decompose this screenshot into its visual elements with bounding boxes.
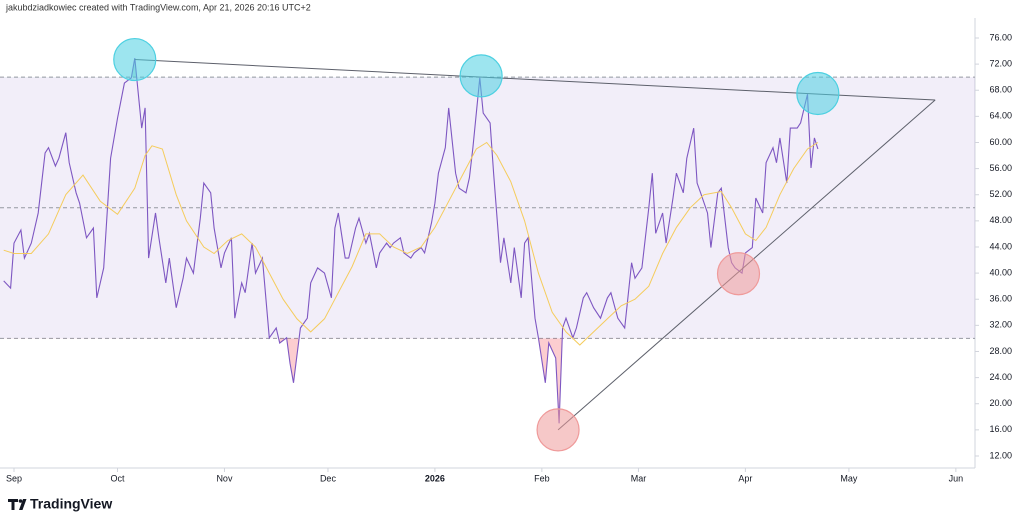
x-tick-label: May (840, 473, 858, 483)
header: jakubdziadkowiec created with TradingVie… (5, 2, 311, 12)
y-tick-label: 68.00 (989, 85, 1012, 95)
y-tick-label: 52.00 (989, 189, 1012, 199)
x-tick-label: Feb (534, 473, 550, 483)
rsi-ma-line (3, 141, 819, 346)
y-tick-label: 72.00 (989, 58, 1012, 68)
y-tick-label: 44.00 (989, 241, 1012, 251)
y-tick-label: 24.00 (989, 372, 1012, 382)
y-tick-label: 56.00 (989, 163, 1012, 173)
highlight-circle (536, 408, 580, 452)
highlight-circle (716, 252, 761, 296)
x-tick-label: Apr (738, 473, 752, 483)
y-tick-label: 48.00 (989, 215, 1012, 225)
x-tick-label: Oct (110, 473, 125, 483)
y-tick-label: 32.00 (989, 320, 1012, 330)
x-tick-label: 2026 (425, 473, 445, 483)
y-tick-label: 20.00 (989, 398, 1012, 408)
y-tick-label: 12.00 (989, 450, 1012, 460)
y-tick-label: 64.00 (989, 111, 1012, 121)
highlight-circle (113, 37, 157, 82)
logo: TradingView (8, 496, 112, 512)
highlight-circle (459, 54, 503, 98)
logo-mark (8, 499, 27, 510)
x-tick-label: Sep (6, 473, 22, 483)
y-tick-label: 16.00 (989, 424, 1012, 434)
x-tick-label: Jun (949, 473, 964, 483)
x-tick-label: Nov (216, 473, 233, 483)
y-tick-label: 28.00 (989, 346, 1012, 356)
logo-dot (18, 499, 23, 503)
rsi-line (3, 58, 819, 424)
y-tick-label: 60.00 (989, 137, 1012, 147)
x-tick-label: Mar (631, 473, 647, 483)
y-tick-label: 36.00 (989, 294, 1012, 304)
highlight-circle (796, 71, 840, 116)
y-tick-label: 76.00 (989, 32, 1012, 42)
x-tick-label: Dec (320, 473, 337, 483)
y-tick-label: 40.00 (989, 267, 1012, 277)
logo-text: TradingView (30, 496, 112, 512)
